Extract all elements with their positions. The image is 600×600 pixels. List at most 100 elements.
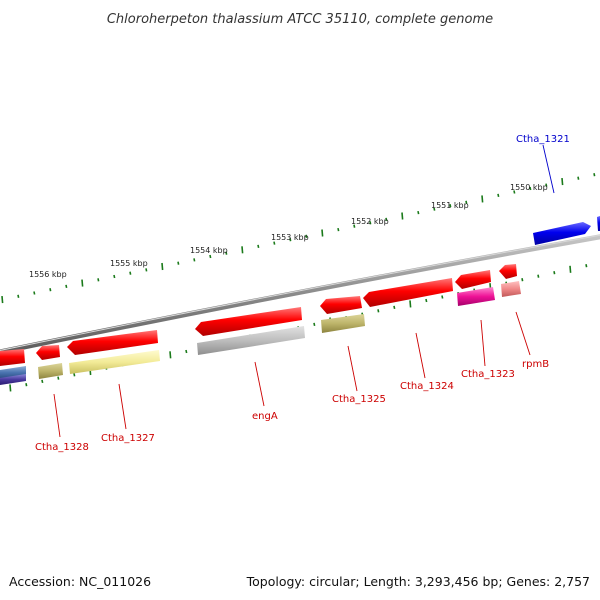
outer-minor-tick: [545, 183, 548, 187]
inner-minor-tick: [585, 264, 588, 268]
leader-ctha-1321: [542, 144, 555, 194]
outer-minor-tick: [145, 268, 148, 272]
outer-minor-tick: [529, 186, 532, 191]
outer-major-tick: [401, 212, 404, 220]
leader-ctha-1327: [118, 383, 127, 430]
outer-minor-tick: [225, 251, 228, 255]
inner-minor-tick: [521, 278, 524, 282]
genome-title: Chloroherpeton thalassium ATCC 35110, co…: [107, 12, 493, 27]
outer-minor-tick: [65, 284, 68, 289]
leader-ctha-1325: [347, 345, 358, 392]
inner-minor-tick: [313, 322, 316, 327]
outer-minor-tick: [305, 234, 308, 238]
outer-minor-tick: [465, 200, 468, 204]
outer-minor-tick: [593, 173, 596, 177]
inner-minor-tick: [393, 305, 396, 310]
inner-major-tick: [9, 384, 12, 392]
outer-minor-tick: [369, 221, 372, 225]
outer-minor-tick: [49, 288, 52, 292]
outer-minor-tick: [209, 254, 212, 259]
outer-minor-tick: [353, 224, 356, 228]
gene-ctha-1325-arrow[interactable]: [320, 296, 362, 314]
gene-partial-blue-arrow[interactable]: [597, 216, 600, 231]
inner-minor-tick: [185, 349, 188, 354]
gene-partial-left-arrow[interactable]: [0, 349, 25, 366]
leader-ctha-1323: [480, 319, 486, 367]
outer-minor-tick: [17, 294, 20, 298]
outer-minor-tick: [449, 204, 452, 208]
outer-minor-tick: [385, 217, 388, 222]
scale-label-1551-kbp: 1551 kbp: [431, 201, 469, 210]
outer-minor-tick: [273, 241, 276, 245]
leader-enga: [254, 361, 265, 407]
outer-major-tick: [321, 229, 324, 237]
gene-label-ctha-1325[interactable]: Ctha_1325: [332, 394, 386, 405]
gene-label-ctha-1323[interactable]: Ctha_1323: [461, 369, 515, 380]
leader-rpmb: [515, 311, 531, 356]
cog-bar-indigo-left: [0, 374, 26, 385]
gene-ctha-1327-arrow[interactable]: [67, 330, 158, 355]
inner-minor-tick: [73, 373, 76, 377]
inner-minor-tick: [441, 295, 444, 299]
outer-minor-tick: [193, 258, 196, 262]
accession-text: Accession: NC_011026: [9, 574, 151, 589]
outer-minor-tick: [433, 207, 436, 211]
gene-label-ctha-1324[interactable]: Ctha_1324: [400, 381, 454, 392]
cog-bar-magenta-ctha-1323: [457, 287, 495, 306]
gene-arrow-near-ctha-1328[interactable]: [36, 345, 60, 360]
scale-label-1555-kbp: 1555 kbp: [110, 259, 148, 268]
gene-ctha-1324-arrow[interactable]: [363, 278, 453, 307]
outer-major-tick: [561, 178, 564, 186]
cog-bar-grey-enga: [197, 326, 305, 355]
outer-major-tick: [481, 195, 484, 203]
outer-minor-tick: [33, 291, 36, 295]
cog-bar-pink-rpmb: [501, 281, 521, 297]
outer-minor-tick: [129, 271, 132, 275]
scale-label-1553-kbp: 1553 kbp: [271, 233, 309, 242]
outer-minor-tick: [513, 190, 516, 194]
outer-minor-tick: [289, 238, 292, 242]
outer-major-tick: [161, 262, 164, 271]
inner-minor-tick: [25, 383, 28, 387]
outer-minor-tick: [177, 261, 180, 265]
gene-label-ctha-1328[interactable]: Ctha_1328: [35, 442, 89, 453]
outer-minor-tick: [497, 193, 500, 198]
gene-ctha-1321-arrow[interactable]: [533, 222, 591, 245]
inner-minor-tick: [553, 271, 556, 275]
gene-label-rpmb[interactable]: rpmB: [522, 359, 549, 370]
outer-minor-tick: [417, 210, 420, 215]
gene-label-ctha-1321[interactable]: Ctha_1321: [516, 134, 570, 145]
outer-major-tick: [81, 279, 84, 287]
outer-minor-tick: [113, 274, 116, 279]
genome-backbone-highlight: [0, 234, 600, 351]
leader-ctha-1324: [415, 332, 426, 379]
genome-summary-text: Topology: circular; Length: 3,293,456 bp…: [246, 574, 590, 589]
inner-minor-tick: [377, 309, 380, 313]
outer-minor-tick: [577, 176, 580, 180]
gene-enga-arrow[interactable]: [195, 307, 302, 336]
gene-label-ctha-1327[interactable]: Ctha_1327: [101, 433, 155, 444]
scale-label-1550-kbp: 1550 kbp: [510, 183, 548, 192]
inner-minor-tick: [57, 376, 60, 380]
cog-bar-olive-ctha-1325: [321, 314, 365, 333]
leader-ctha-1328: [53, 393, 61, 438]
inner-major-tick: [169, 351, 172, 359]
inner-major-tick: [569, 265, 572, 273]
genome-backbone: [0, 234, 600, 355]
scale-label-1552-kbp: 1552 kbp: [351, 217, 389, 226]
inner-minor-tick: [41, 379, 44, 384]
inner-minor-tick: [537, 274, 540, 278]
outer-minor-tick: [257, 244, 260, 249]
outer-major-tick: [241, 246, 244, 254]
inner-major-tick: [409, 300, 412, 308]
outer-tick-ring: [1, 173, 596, 304]
cog-bar-yellow-ctha-1327: [69, 350, 160, 374]
cog-bar-olive-ctha-1328: [38, 363, 63, 379]
inner-minor-tick: [425, 298, 428, 303]
outer-minor-tick: [337, 227, 340, 232]
gene-ctha-1323-arrow[interactable]: [455, 270, 491, 289]
gene-label-enga[interactable]: engA: [252, 411, 278, 422]
outer-major-tick: [1, 296, 4, 304]
gene-rpmb-arrow[interactable]: [499, 264, 517, 279]
